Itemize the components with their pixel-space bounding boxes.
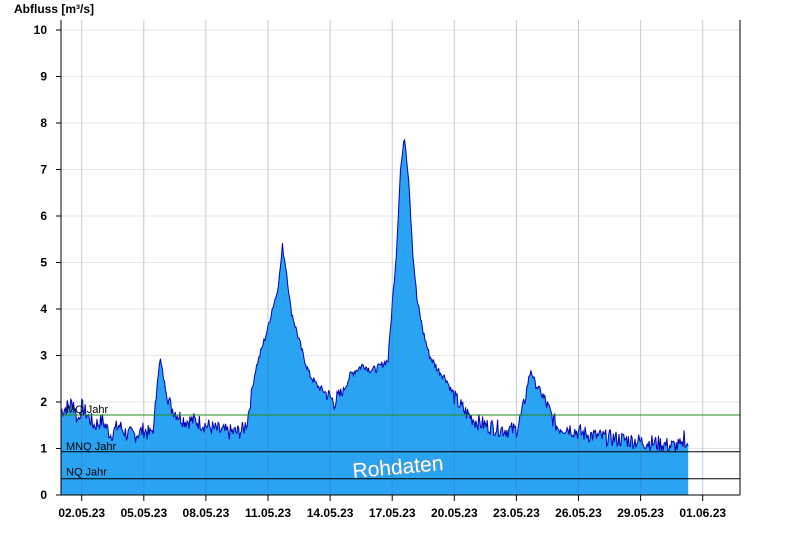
x-tick-label-14: 14.05.23	[307, 506, 354, 520]
x-tick-label-23: 23.05.23	[493, 506, 540, 520]
y-tick-label-2: 2	[40, 395, 47, 409]
y-tick-label-10: 10	[34, 23, 48, 37]
reference-label-2: NQ Jahr	[66, 467, 107, 479]
y-tick-label-7: 7	[40, 163, 47, 177]
reference-label-0: MQ Jahr	[66, 404, 109, 416]
y-tick-label-4: 4	[40, 302, 47, 316]
y-tick-label-1: 1	[40, 442, 47, 456]
discharge-area-series	[60, 138, 689, 495]
x-tick-label-29: 29.05.23	[617, 506, 664, 520]
y-axis-label: Abfluss [m³/s]	[14, 2, 94, 16]
y-tick-label-8: 8	[40, 116, 47, 130]
x-tick-label-17: 17.05.23	[369, 506, 416, 520]
discharge-series-line	[60, 138, 689, 453]
vertical-grid-overlay	[81, 20, 704, 495]
y-tick-label-5: 5	[40, 256, 47, 270]
reference-label-1: MNQ Jahr	[66, 441, 116, 453]
reference-lines: MQ Jahr MNQ Jahr NQ Jahr	[61, 404, 740, 480]
x-tick-label-5: 05.05.23	[120, 506, 167, 520]
y-tick-label-6: 6	[40, 209, 47, 223]
y-tick-label-3: 3	[40, 349, 47, 363]
discharge-area-fill	[61, 140, 689, 495]
axes: 0 1 2 3 4 5 6 7 8 9 10 02.05.23 05.05.23 08.05.23 11.0…	[34, 20, 741, 520]
y-tick-label-9: 9	[40, 70, 47, 84]
y-tick-label-0: 0	[40, 488, 47, 502]
x-tick-label-2: 02.05.23	[58, 506, 105, 520]
x-tick-label-26: 26.05.23	[555, 506, 602, 520]
x-tick-label-11: 11.05.23	[245, 506, 291, 520]
x-tick-label-8: 08.05.23	[183, 506, 230, 520]
x-tick-label-20: 20.05.23	[431, 506, 478, 520]
x-tick-label-32: 01.06.23	[679, 506, 726, 520]
